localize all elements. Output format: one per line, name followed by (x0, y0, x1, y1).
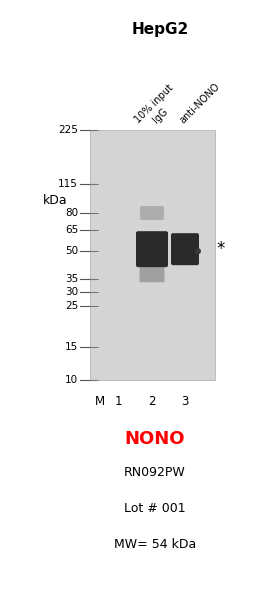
Text: 35: 35 (65, 274, 78, 285)
Text: 2: 2 (148, 395, 156, 408)
FancyBboxPatch shape (171, 233, 199, 265)
Text: IgG: IgG (151, 106, 170, 125)
Text: MW= 54 kDa: MW= 54 kDa (114, 538, 196, 551)
Text: 80: 80 (65, 208, 78, 218)
FancyBboxPatch shape (140, 206, 164, 220)
Text: 225: 225 (58, 125, 78, 135)
Text: 25: 25 (65, 302, 78, 312)
Text: M: M (95, 395, 105, 408)
Text: 1: 1 (114, 395, 122, 408)
Circle shape (195, 248, 201, 254)
Text: 50: 50 (65, 246, 78, 256)
Text: 15: 15 (65, 343, 78, 353)
Text: *: * (217, 240, 225, 258)
Text: Lot # 001: Lot # 001 (124, 502, 186, 515)
Text: 10% input: 10% input (133, 83, 175, 125)
Text: 30: 30 (65, 287, 78, 297)
FancyBboxPatch shape (136, 231, 168, 267)
Text: 65: 65 (65, 225, 78, 235)
Bar (90, 130, 215, 380)
Text: 10: 10 (65, 375, 78, 385)
Text: RN092PW: RN092PW (124, 466, 186, 479)
Text: 3: 3 (181, 395, 189, 408)
Text: HepG2: HepG2 (131, 22, 189, 37)
FancyBboxPatch shape (140, 262, 165, 282)
Text: anti-NONO: anti-NONO (178, 81, 222, 125)
Text: 115: 115 (58, 179, 78, 189)
Text: kDa: kDa (43, 193, 67, 206)
Text: NONO: NONO (125, 430, 185, 448)
